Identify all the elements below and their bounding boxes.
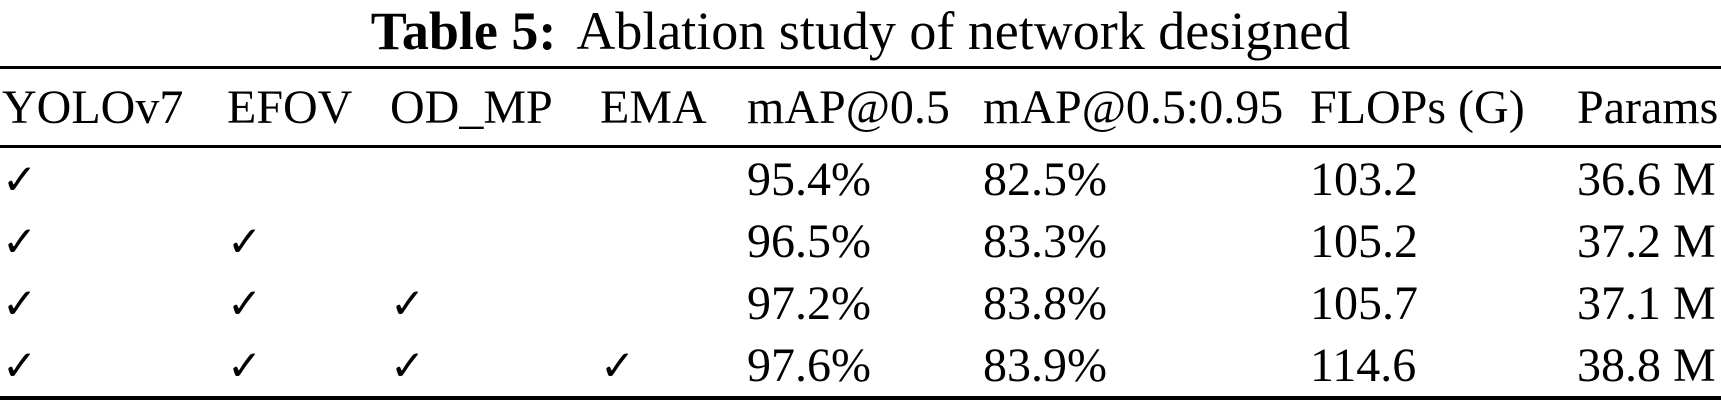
check-cell-od-mp	[390, 147, 600, 211]
check-cell-od-mp: ✓	[390, 340, 426, 390]
value-cell-map05: 97.2%	[747, 276, 871, 330]
column-header-map05: mAP@0.5	[747, 80, 950, 134]
check-cell-yolov7: ✓	[2, 278, 38, 328]
check-cell-efov: ✓	[227, 278, 263, 328]
check-cell-ema	[600, 272, 747, 334]
value-cell-map05: 97.6%	[747, 338, 871, 392]
table-row: ✓ 95.4% 82.5% 103.2 36.6 M	[0, 147, 1721, 211]
column-header-flops: FLOPs (G)	[1310, 80, 1525, 134]
check-cell-efov	[227, 147, 390, 211]
check-cell-yolov7: ✓	[2, 154, 38, 204]
value-cell-flops: 103.2	[1310, 152, 1418, 206]
value-cell-flops: 114.6	[1310, 338, 1417, 392]
table-caption-text: Ablation study of network designed	[576, 1, 1351, 61]
column-header-efov: EFOV	[227, 80, 353, 134]
check-cell-ema: ✓	[600, 340, 636, 390]
column-header-map05095: mAP@0.5:0.95	[983, 80, 1284, 134]
check-cell-yolov7: ✓	[2, 216, 38, 266]
check-cell-efov: ✓	[227, 216, 263, 266]
value-cell-map05: 96.5%	[747, 214, 871, 268]
value-cell-map05095: 83.9%	[983, 338, 1107, 392]
table-row: ✓ ✓ ✓ 97.2% 83.8% 105.7 37.1 M	[0, 272, 1721, 334]
column-header-od-mp: OD_MP	[390, 80, 553, 134]
check-cell-efov: ✓	[227, 340, 263, 390]
column-header-params: Params	[1577, 80, 1719, 134]
header-row: YOLOv7 EFOV OD_MP EMA mAP@0.5 mAP@0.5:0.…	[0, 68, 1721, 147]
value-cell-map05095: 83.8%	[983, 276, 1107, 330]
check-cell-od-mp	[390, 210, 600, 272]
value-cell-params: 37.1 M	[1577, 276, 1716, 330]
table-row: ✓ ✓ ✓ ✓ 97.6% 83.9% 114.6 38.8 M	[0, 334, 1721, 398]
value-cell-map05095: 83.3%	[983, 214, 1107, 268]
value-cell-params: 37.2 M	[1577, 214, 1716, 268]
ablation-table: YOLOv7 EFOV OD_MP EMA mAP@0.5 mAP@0.5:0.…	[0, 66, 1721, 400]
value-cell-params: 38.8 M	[1577, 338, 1716, 392]
column-header-yolov7: YOLOv7	[2, 80, 184, 134]
table-row: ✓ ✓ 96.5% 83.3% 105.2 37.2 M	[0, 210, 1721, 272]
check-cell-yolov7: ✓	[2, 340, 38, 390]
check-cell-ema	[600, 147, 747, 211]
check-cell-ema	[600, 210, 747, 272]
value-cell-flops: 105.7	[1310, 276, 1418, 330]
value-cell-params: 36.6 M	[1577, 152, 1716, 206]
value-cell-flops: 105.2	[1310, 214, 1418, 268]
value-cell-map05095: 82.5%	[983, 152, 1107, 206]
table-number-label: Table 5:	[370, 1, 557, 61]
check-cell-od-mp: ✓	[390, 278, 426, 328]
value-cell-map05: 95.4%	[747, 152, 871, 206]
table-caption: Table 5: Ablation study of network design…	[0, 0, 1721, 66]
column-header-ema: EMA	[600, 80, 707, 134]
